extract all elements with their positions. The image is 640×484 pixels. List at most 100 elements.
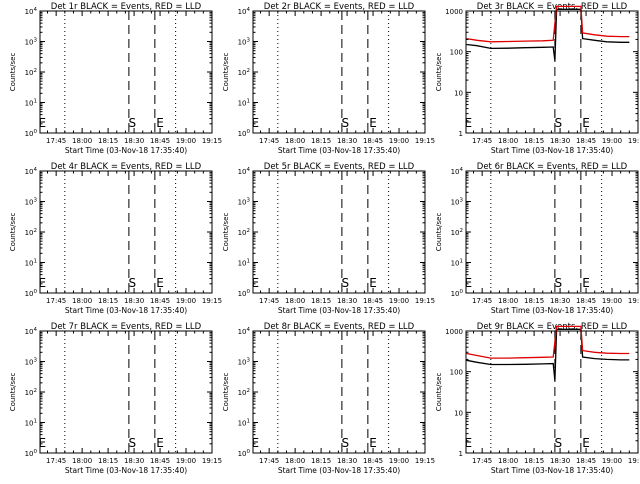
y-tick-label: 102 [451, 228, 463, 237]
y-tick-label: 100 [450, 49, 463, 57]
x-tick-label: 18:30 [550, 297, 570, 305]
x-tick-label: 19:00 [602, 457, 622, 465]
x-tick-label: 18:00 [72, 297, 92, 305]
plot-frame [252, 170, 426, 294]
y-tick-label: 101 [238, 259, 250, 268]
event-marker-label: E [582, 116, 590, 130]
events-series-line [466, 328, 630, 381]
panel-title: Det 1r BLACK = Events, RED = LLD [51, 2, 202, 12]
y-tick-label: 103 [25, 198, 38, 207]
event-marker-label: S [555, 276, 563, 290]
y-axis-label: Counts/sec [435, 53, 443, 92]
x-tick-label: 19:00 [389, 137, 409, 145]
x-axis-label: Start Time (03-Nov-18 17:35:40) [491, 306, 613, 315]
x-tick-label: 17:45 [46, 137, 66, 145]
x-tick-label: 18:00 [498, 457, 518, 465]
plot-frame [465, 170, 639, 294]
y-axis-label: Counts/sec [222, 213, 230, 252]
y-tick-label: 104 [25, 167, 38, 176]
event-marker-label: E [156, 436, 164, 450]
x-tick-label: 17:45 [259, 457, 279, 465]
y-axis-label: Counts/sec [222, 373, 230, 412]
x-tick-label: 19:15 [628, 137, 640, 145]
y-tick-label: 102 [238, 68, 250, 77]
y-tick-label: 100 [25, 129, 38, 138]
x-tick-label: 18:45 [150, 297, 170, 305]
event-marker-label: E [369, 276, 377, 290]
x-tick-label: 19:00 [602, 297, 622, 305]
x-tick-label: 18:30 [337, 457, 357, 465]
event-marker-label: E [369, 436, 377, 450]
x-tick-label: 18:30 [124, 297, 144, 305]
panel-title: Det 9r BLACK = Events, RED = LLD [477, 322, 628, 332]
y-axis-label: Counts/sec [9, 373, 17, 412]
x-tick-label: 18:15 [524, 137, 544, 145]
x-tick-label: 19:00 [389, 457, 409, 465]
plot-frame [465, 10, 639, 134]
x-tick-label: 18:45 [363, 137, 383, 145]
x-axis-label: Start Time (03-Nov-18 17:35:40) [278, 146, 400, 155]
y-tick-label: 100 [25, 449, 38, 458]
y-tick-label: 101 [25, 419, 37, 428]
event-marker-label: E [465, 276, 473, 290]
y-tick-label: 1 [459, 130, 463, 138]
y-tick-label: 100 [238, 289, 251, 298]
x-tick-label: 18:45 [150, 137, 170, 145]
x-tick-label: 18:45 [363, 297, 383, 305]
x-tick-label: 19:00 [176, 137, 196, 145]
x-tick-label: 18:30 [550, 137, 570, 145]
x-tick-label: 18:30 [124, 137, 144, 145]
plot-frame [252, 330, 426, 454]
event-marker-label: S [342, 276, 350, 290]
plot-frame [39, 10, 213, 134]
event-marker-label: S [129, 116, 137, 130]
event-marker-label: S [342, 116, 350, 130]
y-tick-label: 100 [450, 369, 463, 377]
y-tick-label: 103 [238, 198, 251, 207]
event-marker-label: S [129, 436, 137, 450]
event-marker-label: E [582, 436, 590, 450]
plot-frame [465, 330, 639, 454]
event-marker-label: S [342, 436, 350, 450]
event-marker-label: E [465, 116, 473, 130]
x-tick-label: 19:15 [415, 137, 435, 145]
y-tick-label: 102 [238, 388, 250, 397]
event-marker-label: E [39, 276, 47, 290]
event-marker-label: E [252, 116, 260, 130]
y-tick-label: 104 [238, 167, 251, 176]
y-tick-label: 103 [238, 38, 251, 47]
x-tick-label: 19:00 [389, 297, 409, 305]
panel-title: Det 4r BLACK = Events, RED = LLD [51, 162, 202, 172]
x-tick-label: 18:30 [124, 457, 144, 465]
x-tick-label: 17:45 [259, 137, 279, 145]
x-tick-label: 17:45 [472, 297, 492, 305]
panel-title: Det 6r BLACK = Events, RED = LLD [477, 162, 628, 172]
x-axis-label: Start Time (03-Nov-18 17:35:40) [65, 146, 187, 155]
x-tick-label: 19:15 [415, 457, 435, 465]
x-tick-label: 18:45 [576, 137, 596, 145]
y-tick-label: 100 [451, 289, 464, 298]
x-tick-label: 17:45 [472, 137, 492, 145]
x-tick-label: 18:30 [337, 137, 357, 145]
x-axis-label: Start Time (03-Nov-18 17:35:40) [278, 466, 400, 475]
panel-title: Det 8r BLACK = Events, RED = LLD [264, 322, 415, 332]
y-tick-label: 104 [451, 167, 464, 176]
y-tick-label: 100 [238, 449, 251, 458]
y-tick-label: 100 [238, 129, 251, 138]
x-tick-label: 18:30 [550, 457, 570, 465]
x-tick-label: 19:00 [176, 297, 196, 305]
panel-title: Det 5r BLACK = Events, RED = LLD [264, 162, 415, 172]
y-tick-label: 102 [25, 228, 37, 237]
x-tick-label: 19:15 [628, 297, 640, 305]
x-tick-label: 18:00 [498, 297, 518, 305]
x-tick-label: 18:00 [285, 457, 305, 465]
x-tick-label: 18:15 [98, 137, 118, 145]
